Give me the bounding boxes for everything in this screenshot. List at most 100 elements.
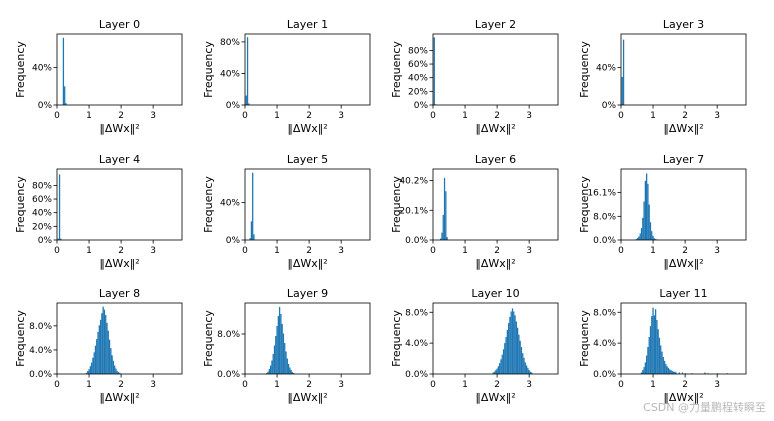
y-axis-label: Frequency bbox=[578, 310, 591, 367]
x-tick-label: 0 bbox=[54, 380, 60, 390]
histogram-bar bbox=[252, 172, 254, 240]
histogram-bar bbox=[88, 369, 90, 374]
histogram-bar bbox=[651, 231, 653, 241]
histogram-bar bbox=[499, 363, 501, 374]
x-tick-label: 3 bbox=[338, 380, 344, 390]
histogram-bar bbox=[433, 37, 435, 105]
x-tick-label: 3 bbox=[150, 246, 156, 256]
y-axis-label: Frequency bbox=[14, 41, 27, 98]
watermark: CSDN @力量鹏程转瞬至 bbox=[643, 401, 766, 414]
y-tick-label: 40% bbox=[220, 199, 240, 209]
histogram-bar bbox=[115, 368, 117, 374]
histogram-bar bbox=[107, 330, 109, 374]
plot-frame bbox=[620, 33, 747, 106]
histogram-bar bbox=[249, 238, 251, 240]
y-tick-label: 40% bbox=[408, 74, 428, 84]
histogram-bar bbox=[522, 353, 524, 374]
x-tick-label: 3 bbox=[714, 380, 720, 390]
y-tick-label: 60% bbox=[408, 60, 428, 70]
histogram-bar bbox=[514, 315, 516, 374]
x-tick-label: 1 bbox=[650, 380, 656, 390]
x-tick-label: 1 bbox=[86, 111, 92, 121]
y-tick-label: 80% bbox=[32, 181, 52, 191]
histogram-bar bbox=[253, 234, 255, 240]
y-axis-label: Frequency bbox=[390, 176, 403, 233]
histogram-bar bbox=[102, 306, 104, 374]
y-tick-label: 40.2% bbox=[399, 177, 428, 187]
histogram-bar bbox=[524, 362, 526, 374]
histogram-bar bbox=[96, 339, 98, 374]
histogram-bar bbox=[103, 309, 106, 374]
y-tick-label: 40% bbox=[32, 209, 52, 219]
histogram-bar bbox=[290, 370, 292, 374]
plot-frame bbox=[432, 168, 559, 241]
x-tick-label: 1 bbox=[86, 380, 92, 390]
x-tick-label: 0 bbox=[430, 246, 436, 256]
histogram-bar bbox=[661, 351, 663, 374]
histogram-bar bbox=[621, 76, 623, 105]
x-tick-label: 1 bbox=[462, 380, 468, 390]
y-tick-label: 40% bbox=[596, 64, 616, 74]
histogram-bar bbox=[280, 314, 282, 374]
x-tick-label: 3 bbox=[338, 111, 344, 121]
panel-title: Layer 7 bbox=[663, 153, 704, 166]
histogram-bar bbox=[87, 370, 89, 374]
histogram-bar bbox=[653, 315, 655, 374]
y-axis-label: Frequency bbox=[14, 176, 27, 233]
histogram-bar bbox=[644, 362, 646, 374]
histogram-bar bbox=[666, 366, 668, 374]
histogram-bar bbox=[520, 346, 523, 374]
x-tick-label: 2 bbox=[494, 111, 500, 121]
x-tick-label: 3 bbox=[526, 380, 532, 390]
histogram-bar bbox=[667, 367, 670, 374]
histogram-bar bbox=[293, 373, 295, 374]
histogram-bar bbox=[505, 336, 507, 374]
x-tick-label: 3 bbox=[526, 246, 532, 256]
histogram-bar bbox=[284, 343, 286, 374]
histogram-bar bbox=[646, 355, 648, 374]
histogram-bar bbox=[642, 370, 644, 374]
panel-title: Layer 8 bbox=[99, 287, 140, 300]
histogram-bar bbox=[529, 371, 532, 374]
x-tick-label: 3 bbox=[714, 111, 720, 121]
histogram-bar bbox=[531, 372, 533, 374]
histogram-bar bbox=[496, 368, 498, 374]
plot-frame bbox=[620, 168, 747, 241]
histogram-bar bbox=[99, 319, 102, 374]
histogram-bar bbox=[245, 95, 247, 105]
y-tick-label: 8.0% bbox=[217, 330, 240, 340]
histogram-bar bbox=[640, 372, 643, 374]
histogram-bar bbox=[442, 214, 444, 240]
x-tick-label: 2 bbox=[494, 380, 500, 390]
x-tick-label: 0 bbox=[54, 246, 60, 256]
y-tick-label: 0% bbox=[38, 101, 53, 111]
x-axis-label: ‖ΔWx‖² bbox=[99, 391, 139, 404]
y-tick-label: 0% bbox=[602, 101, 617, 111]
x-axis-label: ‖ΔWx‖² bbox=[475, 391, 515, 404]
histogram-bar bbox=[670, 370, 672, 374]
x-tick-label: 2 bbox=[306, 380, 312, 390]
histogram-bar bbox=[639, 233, 641, 240]
panel-title: Layer 0 bbox=[99, 18, 140, 31]
histogram-bar bbox=[60, 238, 62, 240]
y-tick-label: 20% bbox=[32, 222, 52, 232]
histogram-bar bbox=[648, 336, 650, 374]
histogram-bar bbox=[638, 236, 640, 240]
histogram-bar bbox=[248, 103, 250, 105]
y-tick-label: 8.0% bbox=[593, 308, 616, 318]
histogram-bar bbox=[518, 334, 520, 374]
y-tick-label: 0.0% bbox=[405, 236, 428, 246]
y-tick-label: 80% bbox=[408, 46, 428, 56]
histogram-bar bbox=[114, 365, 116, 374]
histogram-bar bbox=[525, 365, 528, 374]
y-axis-label: Frequency bbox=[390, 310, 403, 367]
histogram-bar bbox=[266, 373, 268, 374]
plot-frame bbox=[432, 302, 559, 375]
histogram-bar bbox=[678, 372, 680, 374]
histogram-bar bbox=[640, 228, 643, 240]
x-tick-label: 1 bbox=[462, 111, 468, 121]
x-tick-label: 0 bbox=[618, 380, 624, 390]
histogram-bar bbox=[89, 366, 91, 374]
plot-frame bbox=[432, 33, 559, 106]
x-tick-label: 1 bbox=[274, 246, 280, 256]
